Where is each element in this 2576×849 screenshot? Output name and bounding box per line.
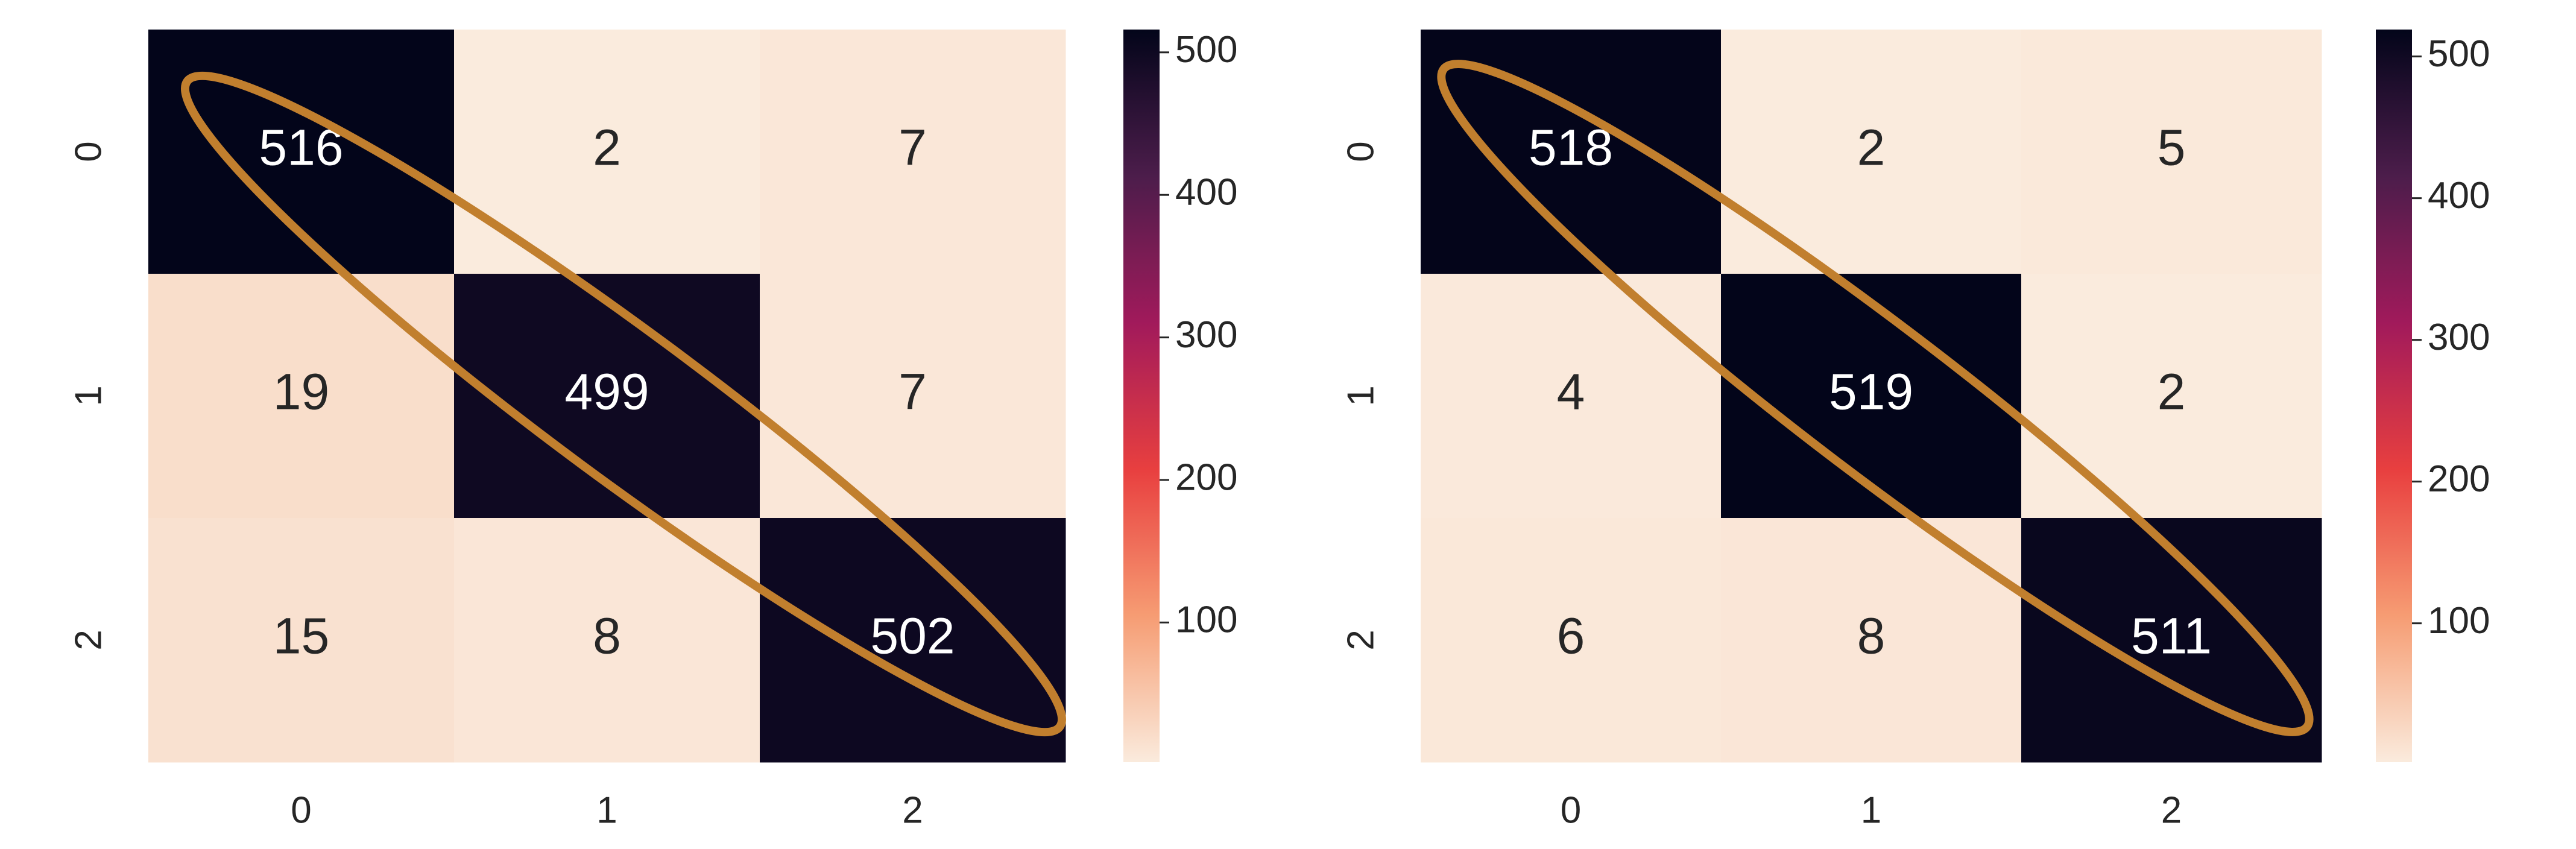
y-tick-label: 1 [68, 385, 109, 406]
heatmap-cell [148, 274, 455, 519]
heatmap-cell [1421, 274, 1722, 519]
cell-label: 499 [564, 364, 649, 420]
cell-label: 2 [593, 119, 621, 176]
heatmap: 516 2 719 499 715 8 502 [148, 30, 1066, 763]
heatmap-cell [454, 274, 760, 519]
x-tick-label: 0 [291, 789, 311, 831]
colorbar [2376, 30, 2412, 762]
cell-label: 519 [1829, 364, 1913, 420]
colorbar-tick-label: 100 [2428, 600, 2490, 642]
y-tick-label: 0 [1340, 141, 1381, 162]
diagonal-highlight [1437, 60, 2314, 736]
cell-label: 7 [898, 119, 927, 176]
heatmap-cell [148, 518, 455, 763]
colorbar-tick-label: 200 [1175, 456, 1237, 498]
colorbar-tick-label: 500 [1175, 29, 1237, 71]
colorbar-tick-label: 300 [2428, 317, 2490, 358]
y-tick-label: 0 [68, 141, 109, 162]
cell-label: 511 [2131, 608, 2212, 664]
heatmap-cell [760, 274, 1066, 519]
colorbar-tick-label: 400 [2428, 175, 2490, 216]
cell-label: 8 [1857, 608, 1886, 664]
cell-label: 518 [1529, 119, 1613, 176]
heatmap-cell [1421, 518, 1722, 763]
y-tick-label: 2 [1340, 630, 1381, 650]
colorbar-tick-label: 400 [1175, 172, 1237, 213]
cell-label: 502 [870, 608, 955, 664]
heatmap-cell [2021, 518, 2322, 763]
y-tick-label: 2 [68, 630, 109, 650]
x-tick-label: 2 [2161, 789, 2182, 831]
colorbar-tick-label: 300 [1175, 314, 1237, 356]
colorbar [1123, 30, 1160, 762]
heatmap-cell [760, 30, 1066, 274]
cell-label: 5 [2158, 119, 2186, 176]
y-tick-label: 1 [1340, 385, 1381, 406]
diagonal-highlight [180, 71, 1067, 737]
cell-label: 6 [1557, 608, 1585, 664]
heatmap: 518 2 5 4 519 2 6 8 511 [1421, 30, 2322, 763]
cell-label: 15 [273, 608, 329, 664]
x-tick-label: 0 [1561, 789, 1581, 831]
heatmap-cell [1721, 274, 2022, 519]
cell-label: 2 [1857, 119, 1886, 176]
heatmap-cell [2021, 30, 2322, 274]
colorbar-tick-label: 500 [2428, 33, 2490, 75]
heatmap-cell [2021, 274, 2322, 519]
x-tick-label: 1 [1861, 789, 1881, 831]
cell-label: 8 [593, 608, 621, 664]
cell-label: 2 [2158, 364, 2186, 420]
colorbar-tick-label: 200 [2428, 458, 2490, 500]
cell-label: 19 [273, 364, 329, 420]
x-tick-label: 2 [902, 789, 923, 831]
colorbar-tick-label: 100 [1175, 599, 1237, 641]
cell-label: 7 [898, 364, 927, 420]
cell-label: 4 [1557, 364, 1585, 420]
x-tick-label: 1 [596, 789, 617, 831]
